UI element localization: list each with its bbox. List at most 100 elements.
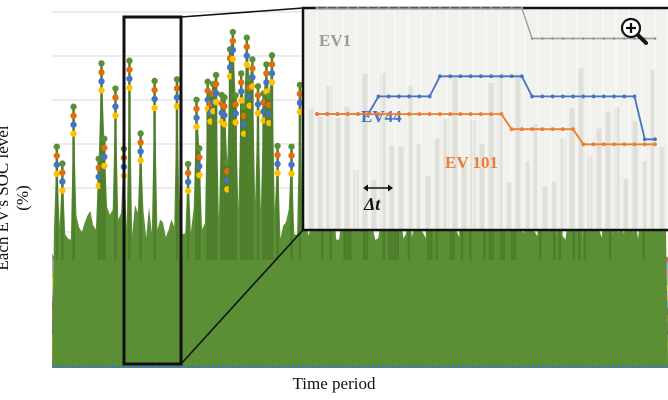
- inset-series-point: [571, 37, 575, 40]
- inset-series-point: [407, 112, 412, 116]
- data-point: [126, 84, 133, 91]
- inset-series-point: [622, 94, 627, 99]
- data-point: [268, 61, 276, 68]
- data-point: [184, 178, 192, 186]
- inset-series-point: [336, 6, 339, 10]
- zoom-region-box: [122, 15, 183, 366]
- inset-series-point: [499, 74, 504, 79]
- data-point: [112, 112, 119, 119]
- data-point: [249, 56, 256, 63]
- inset-series-point: [458, 74, 463, 79]
- data-point: [238, 79, 245, 86]
- inset-series-point: [417, 112, 422, 116]
- data-point: [296, 108, 304, 116]
- inset-series-point: [632, 142, 637, 147]
- data-point: [193, 105, 200, 112]
- data-point: [53, 170, 60, 177]
- data-point: [59, 160, 66, 167]
- inset-series-point: [397, 6, 401, 10]
- data-point: [193, 123, 200, 130]
- data-point: [212, 80, 220, 88]
- data-point: [274, 142, 281, 150]
- data-point: [238, 97, 245, 104]
- data-point: [274, 151, 281, 159]
- inset-series-point: [325, 6, 329, 10]
- inset-series-point: [612, 94, 616, 99]
- inset-series-label: EV1: [319, 31, 351, 50]
- inset-series-point: [428, 6, 432, 10]
- data-point: [173, 94, 181, 101]
- data-point: [126, 66, 133, 73]
- data-point: [70, 112, 77, 119]
- inset-series-point: [458, 6, 462, 10]
- data-point: [101, 162, 108, 170]
- data-point: [229, 55, 237, 63]
- inset-series-point: [386, 112, 391, 116]
- inset-series-point: [602, 37, 606, 40]
- inset-series-point: [520, 6, 524, 10]
- data-point: [70, 121, 77, 128]
- data-point: [212, 98, 220, 106]
- data-point: [53, 152, 60, 159]
- data-point: [296, 90, 304, 98]
- x-axis-label: Time period: [292, 374, 376, 393]
- inset-series-point: [438, 74, 442, 79]
- data-point: [243, 43, 251, 50]
- inset-series-point: [560, 94, 565, 99]
- data-point: [263, 79, 270, 86]
- data-point: [193, 114, 200, 121]
- data-point: [126, 75, 133, 82]
- inset-series-point: [448, 74, 453, 79]
- inset-series-point: [560, 127, 565, 132]
- data-point: [232, 110, 239, 117]
- data-point: [238, 88, 245, 95]
- data-point: [151, 77, 158, 85]
- inset-series-point: [448, 6, 452, 10]
- inset-series-point: [530, 94, 534, 99]
- inset-series-point: [489, 112, 494, 116]
- data-point: [254, 110, 262, 117]
- inset-series-point: [325, 112, 330, 116]
- inset-series-point: [356, 112, 360, 116]
- data-point: [288, 143, 295, 150]
- data-point: [274, 160, 281, 168]
- data-point: [232, 92, 239, 99]
- data-point: [137, 130, 144, 137]
- inset-series-point: [418, 6, 421, 10]
- data-point: [243, 52, 251, 59]
- data-point: [184, 160, 192, 168]
- inset-series-point: [571, 127, 575, 132]
- inset-series-point: [653, 137, 657, 142]
- data-point: [59, 187, 66, 194]
- inset-series-point: [591, 94, 596, 99]
- inset-series-point: [642, 142, 647, 147]
- data-point: [296, 99, 304, 107]
- data-point: [151, 95, 158, 103]
- data-point: [173, 76, 181, 83]
- inset-series-point: [448, 112, 453, 116]
- data-point: [98, 78, 105, 85]
- data-point: [59, 169, 66, 176]
- inset-series-point: [458, 112, 463, 116]
- inset-series-point: [530, 127, 534, 132]
- inset-series-point: [499, 112, 504, 116]
- inset-series-point: [571, 94, 575, 99]
- data-point: [249, 65, 256, 72]
- inset-series-point: [612, 37, 616, 40]
- inset-series-point: [376, 94, 381, 99]
- data-point: [249, 74, 256, 81]
- inset-series-point: [468, 112, 473, 116]
- y-axis-label: Each EV's SOC level (%): [0, 125, 32, 271]
- data-point: [232, 119, 239, 126]
- data-point: [229, 46, 237, 54]
- inset-series-point: [427, 112, 432, 116]
- inset-series-point: [601, 94, 606, 99]
- inset-series-point: [601, 142, 606, 147]
- data-point: [59, 178, 66, 185]
- zoom-connector: [180, 7, 304, 18]
- inset-series-point: [376, 112, 381, 116]
- data-point: [254, 101, 262, 108]
- data-point: [221, 94, 228, 101]
- data-point: [70, 103, 77, 110]
